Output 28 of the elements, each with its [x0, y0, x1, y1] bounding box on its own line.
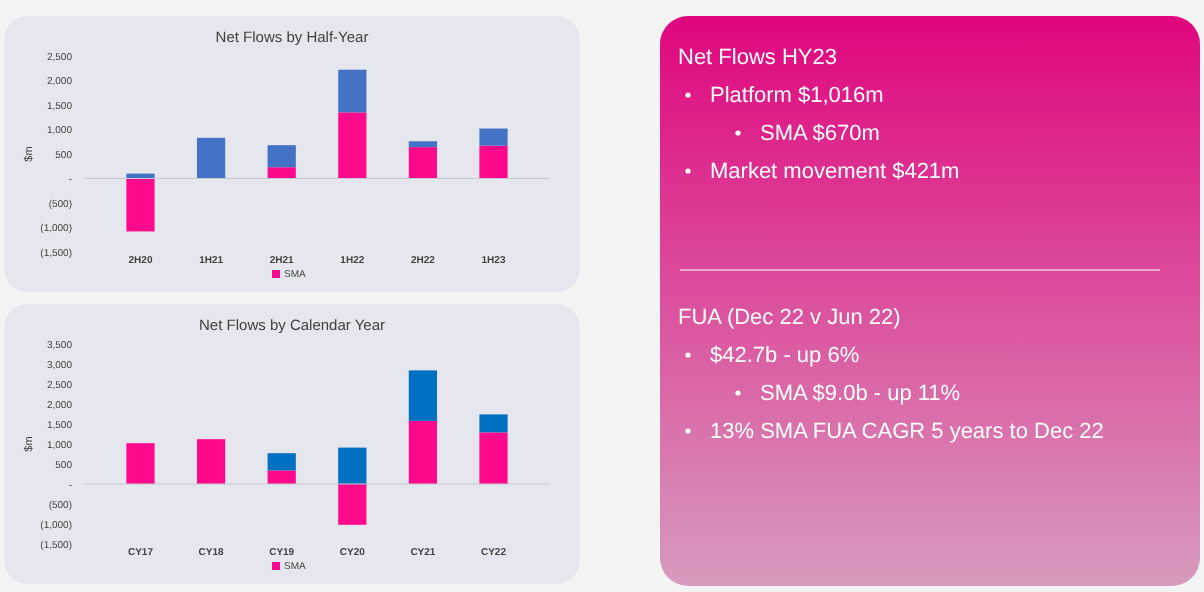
- bar: [267, 145, 296, 168]
- bar: [408, 370, 438, 421]
- bar: [408, 147, 438, 179]
- bar: [479, 414, 508, 433]
- bar: [267, 167, 296, 179]
- bar: [479, 145, 508, 179]
- text: $42.7b - up 6%: [710, 344, 860, 368]
- bar: [196, 137, 226, 179]
- text: Platform $1,016m: [710, 84, 884, 108]
- bar: [196, 439, 226, 484]
- bar: [267, 453, 296, 471]
- bar: [479, 128, 508, 146]
- text: 13% SMA FUA CAGR 5 years to Dec 22: [710, 420, 1104, 444]
- bar: [408, 141, 438, 148]
- text: SMA $670m: [760, 122, 880, 146]
- bar: [338, 484, 367, 525]
- text: Net Flows HY23: [678, 46, 837, 70]
- bar: [338, 69, 367, 113]
- text: SMA $9.0b - up 11%: [760, 382, 961, 406]
- bar: [408, 420, 438, 484]
- bar: [338, 447, 367, 484]
- text: Market movement $421m: [710, 160, 960, 184]
- text: FUA (Dec 22 v Jun 22): [678, 306, 901, 330]
- bar: [479, 432, 508, 484]
- bar: [126, 443, 155, 484]
- bar: [338, 112, 367, 179]
- bar: [267, 470, 296, 484]
- bar: [126, 178, 155, 232]
